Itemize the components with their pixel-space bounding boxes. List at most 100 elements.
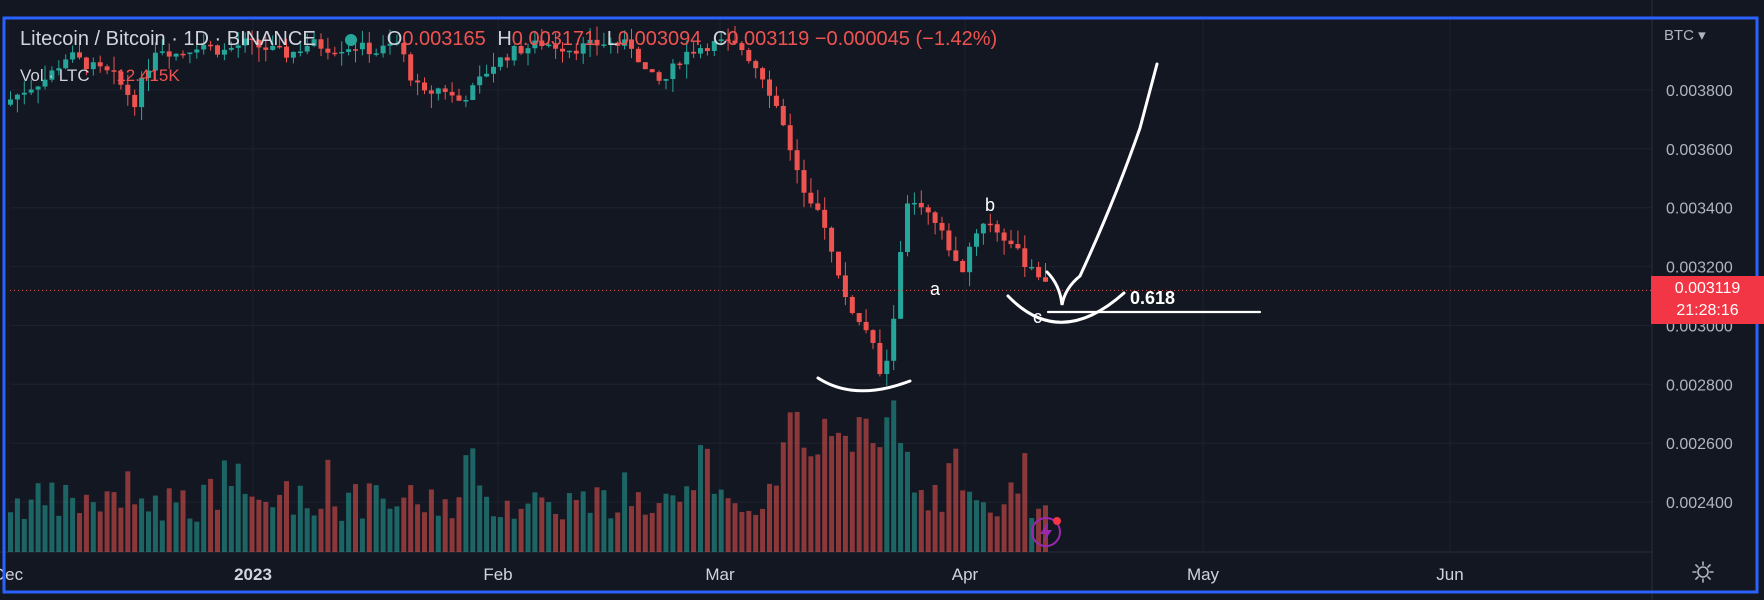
wave-label-a: a: [930, 279, 941, 299]
candle-body: [408, 54, 414, 81]
settings-gear-icon[interactable]: [1691, 560, 1715, 584]
candle-body: [49, 70, 55, 80]
volume-bar: [270, 507, 276, 552]
volume-label[interactable]: Vol · LTC: [20, 66, 90, 85]
volume-bar: [525, 503, 531, 552]
volume-bar: [967, 491, 973, 552]
volume-bar: [21, 518, 27, 552]
volume-bar: [953, 448, 959, 552]
candle-body: [691, 51, 697, 54]
candle-body: [553, 44, 559, 49]
candle-body: [194, 49, 200, 53]
candle-body: [159, 51, 165, 53]
candle-body: [829, 227, 835, 252]
volume-bar: [290, 514, 296, 552]
upward-arrow-drawing: [1045, 62, 1159, 306]
time-tick-label: Jun: [1436, 565, 1463, 584]
candle-body: [221, 49, 227, 55]
candles-group: [8, 26, 1048, 386]
volume-bar: [415, 504, 421, 552]
volume-bar: [228, 486, 234, 552]
candle-body: [594, 39, 600, 46]
volume-bar: [491, 516, 496, 552]
candle-body: [974, 233, 979, 247]
candle-body: [884, 360, 890, 375]
candle-body: [139, 77, 145, 108]
currency-dropdown[interactable]: BTC ▾: [1664, 27, 1706, 44]
volume-bar: [587, 512, 593, 552]
volume-bar: [201, 484, 207, 552]
volume-bar: [256, 499, 262, 552]
candle-body: [325, 48, 331, 53]
volume-bar: [346, 492, 352, 552]
volume-bar: [435, 515, 441, 552]
price-tick-label: 0.002400: [1666, 495, 1733, 512]
time-tick-label: Feb: [483, 565, 512, 584]
volume-bar: [787, 412, 793, 552]
volume-bar: [118, 507, 124, 552]
candle-body: [622, 39, 628, 46]
volume-bar: [187, 518, 193, 552]
candle-body: [932, 212, 938, 223]
volume-bar: [90, 502, 96, 552]
volume-bar: [704, 448, 710, 552]
candle-body: [118, 71, 124, 85]
candle-body: [856, 313, 862, 323]
volume-bar: [215, 509, 220, 552]
time-tick-label: 2023: [234, 565, 272, 584]
volume-bar: [939, 511, 945, 552]
volume-bar: [1015, 493, 1021, 552]
volume-bar: [698, 445, 703, 552]
candle-body: [629, 39, 634, 49]
candle-body: [987, 223, 993, 226]
volume-bar: [691, 490, 697, 552]
candle-body: [670, 63, 676, 80]
candle-body: [994, 224, 1000, 233]
volume-bar: [408, 485, 414, 552]
volume-bar: [532, 492, 538, 552]
volume-bar: [1036, 508, 1042, 552]
volume-bar: [497, 517, 503, 552]
volume-bar: [35, 483, 41, 552]
symbol-legend: Litecoin / Bitcoin · 1D · BINANCE O0.003…: [20, 28, 997, 51]
volume-bar: [891, 400, 897, 552]
volume-bar: [428, 489, 434, 552]
volume-bar: [14, 498, 20, 552]
candle-body: [504, 57, 510, 61]
candle-body: [815, 203, 821, 210]
candle-body: [484, 73, 490, 77]
candle-body: [346, 49, 352, 52]
candle-body: [187, 52, 193, 55]
candle-body: [297, 51, 303, 54]
candle-body: [842, 275, 848, 298]
candle-body: [366, 42, 372, 55]
candle-body: [704, 48, 710, 51]
volume-bar: [642, 514, 648, 552]
price-tick-label: 0.003800: [1666, 83, 1733, 100]
candle-body: [146, 70, 151, 78]
candle-body: [663, 79, 669, 81]
volume-bar: [366, 483, 372, 552]
symbol-title[interactable]: Litecoin / Bitcoin · 1D · BINANCE: [20, 28, 316, 50]
market-status-icon: [345, 33, 358, 46]
candle-body: [767, 79, 772, 96]
volume-bar: [442, 499, 448, 552]
candle-body: [277, 45, 283, 48]
candle-body: [42, 79, 48, 87]
volume-bar: [836, 432, 841, 552]
candle-body: [953, 250, 959, 261]
candle-body: [960, 260, 966, 273]
candle-body: [608, 42, 614, 45]
candle-body: [891, 318, 897, 361]
ohlc-close: C0.003119: [712, 28, 810, 50]
volume-bar: [173, 502, 179, 552]
candle-body: [491, 66, 496, 74]
volume-bar: [97, 511, 103, 552]
candle-body: [125, 84, 131, 95]
candle-body: [732, 40, 738, 44]
volume-bar: [566, 493, 572, 552]
candle-body: [380, 45, 386, 54]
ohlc-low: L0.003094: [606, 28, 702, 50]
volume-bar: [842, 435, 848, 552]
